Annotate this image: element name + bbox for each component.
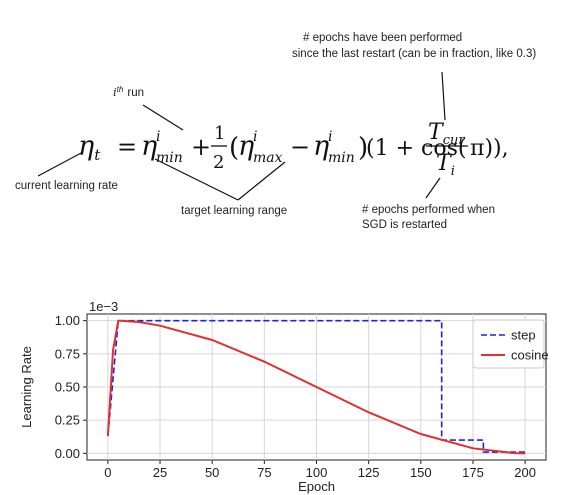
x-tick-label: 75 [257, 465, 271, 480]
legend-label-cosine: cosine [511, 348, 549, 363]
x-tick-label: 200 [514, 465, 536, 480]
series-line-cosine [106, 319, 526, 455]
x-tick-label: 50 [205, 465, 219, 480]
x-tick-label: 175 [462, 465, 484, 480]
legend-label-step: step [511, 328, 536, 343]
formula-expression: ηt = η i min + 1 2 ( η i max − η i min )… [78, 120, 509, 179]
annotation-epochs-restart-2: SGD is restarted [362, 219, 447, 231]
line-current-lr [37, 151, 84, 177]
y-tick-label: 0.00 [55, 446, 80, 461]
line-epochs-since-restart [441, 71, 446, 121]
annotation-ith-run: ith run [113, 85, 144, 99]
annotation-epochs-restart-1: # epochs performed when [362, 204, 495, 216]
pi-close: π)), [470, 136, 509, 161]
eta-min-2-sup: i [328, 129, 332, 145]
equals-sign: = [117, 133, 137, 161]
annotation-lines [37, 71, 446, 201]
line-ith-run [142, 104, 184, 131]
learning-rate-chart: 0 25 50 75 100 125 150 175 200 0.00 0.25 0.50 0.75 1.… [19, 299, 549, 494]
ith-run-word: run [127, 87, 144, 99]
eta-min-1: η [141, 131, 157, 162]
one-plus-cos: (1 + cos( [366, 136, 466, 161]
frac-denominator: 2 [213, 152, 224, 173]
series-lines [106, 319, 526, 455]
x-tick-label: 150 [410, 465, 432, 480]
plus-sign: + [191, 133, 211, 161]
annotation-target-range: target learning range [181, 205, 287, 217]
annotation-current-lr: current learning rate [15, 180, 118, 192]
formula-diagram: # epochs have been performed since the l… [15, 32, 536, 231]
y-axis-label: Learning Rate [19, 346, 34, 428]
line-target-range-left [154, 158, 239, 201]
annotation-epochs-since-restart-1: # epochs have been performed [303, 32, 462, 44]
eta-min-2: η [313, 131, 329, 162]
line-epochs-restart [425, 177, 441, 199]
minus-sign: − [290, 133, 310, 161]
eta-max-sup: i [253, 129, 257, 145]
line-target-range-right [237, 161, 286, 201]
y-tick-label: 0.25 [55, 413, 80, 428]
paren-open: ( [229, 133, 239, 163]
paren-close: ) [358, 133, 368, 163]
eta-max: η [238, 131, 254, 162]
x-tick-label: 0 [104, 465, 111, 480]
x-tick-label: 125 [358, 465, 380, 480]
eta-t: ηt [78, 131, 101, 164]
y-tick-label: 0.75 [55, 346, 80, 361]
ith-run-sup: th [117, 85, 124, 94]
eta-min-1-sub: min [156, 150, 183, 166]
x-axis-label: Epoch [298, 479, 335, 494]
annotation-epochs-since-restart-2: since the last restart (can be in fracti… [292, 48, 536, 60]
x-tick-label: 25 [153, 465, 167, 480]
ith-run-i: i [113, 85, 117, 99]
eta-min-2-sub: min [328, 150, 355, 166]
x-tick-label: 100 [306, 465, 328, 480]
legend: step cosine [472, 319, 549, 369]
t-i: Ti [436, 151, 455, 179]
axis-ticks: 0 25 50 75 100 125 150 175 200 0.00 0.25 0.50 0.75 1.… [55, 313, 536, 480]
frac-numerator: 1 [214, 123, 225, 144]
eta-max-sub: max [253, 150, 283, 166]
y-tick-label: 1.00 [55, 313, 80, 328]
y-tick-label: 0.50 [55, 380, 80, 395]
eta-min-1-sup: i [156, 129, 160, 145]
axis-scale-label: 1e−3 [89, 299, 118, 314]
t-cur: Tcur [428, 120, 465, 148]
